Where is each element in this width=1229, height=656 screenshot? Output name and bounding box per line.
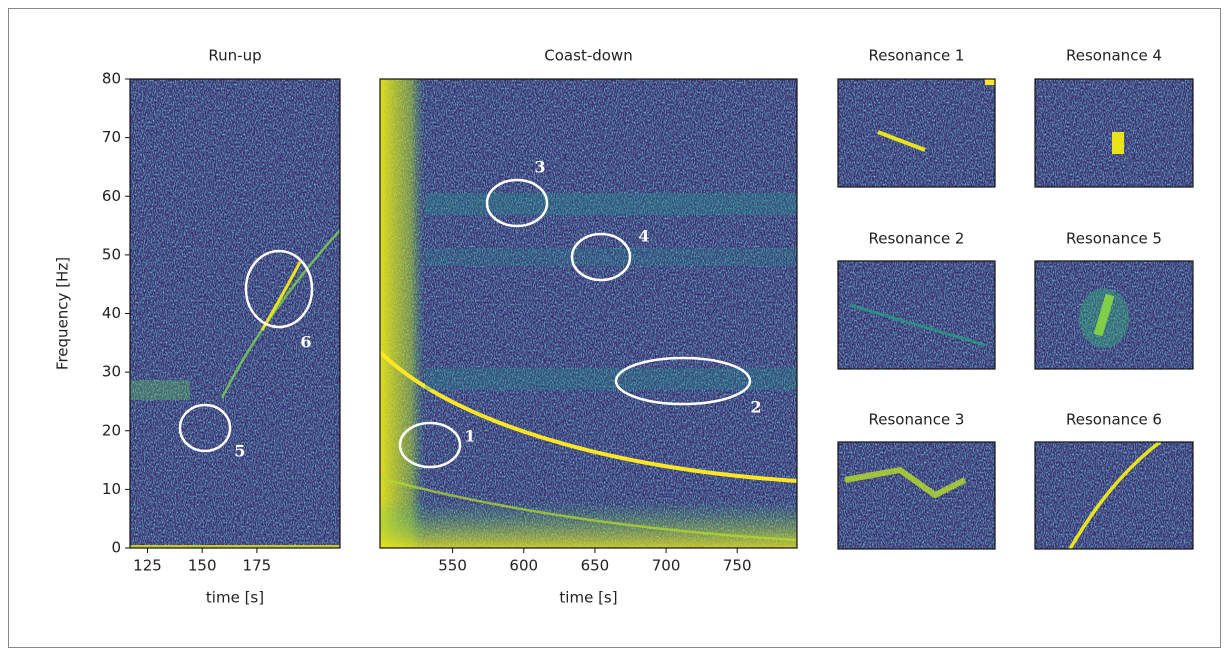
noise (838, 442, 995, 549)
x-tick-label: 750 (723, 557, 752, 575)
panel-title: Resonance 5 (1066, 230, 1162, 248)
annotation-ellipse (244, 249, 314, 329)
frame (1034, 78, 1194, 188)
spectrogram-image (838, 261, 995, 369)
feature (380, 476, 797, 542)
y-tick-label: 10 (102, 480, 121, 498)
noise (838, 79, 995, 187)
x-axis-label: time [s] (559, 589, 617, 607)
feature (130, 380, 190, 400)
panel: Resonance 1 (837, 47, 996, 188)
panel-title: Resonance 6 (1066, 411, 1162, 429)
x-tick-label: 650 (581, 557, 610, 575)
panel-title: Coast-down (544, 47, 632, 65)
y-tick-label: 50 (102, 245, 121, 263)
frame (379, 78, 798, 549)
panel: Run-up 125 150 175 0 10 20 30 40 50 60 70 80 time [s]… (54, 47, 341, 607)
noise (1035, 442, 1193, 549)
panel: Resonance 6 (1034, 411, 1194, 550)
x-tick-label: 700 (652, 557, 681, 575)
figure-border (8, 8, 1221, 648)
annotation-label: 5 (234, 442, 245, 461)
panel-title: Resonance 3 (869, 411, 965, 429)
panel: Resonance 5 (1034, 230, 1194, 370)
frame (837, 78, 996, 188)
feature (380, 500, 797, 548)
frame (837, 441, 996, 550)
panel: Resonance 3 (837, 411, 996, 550)
feature (425, 248, 797, 266)
feature (877, 130, 926, 152)
annotation-label: 3 (534, 158, 545, 177)
annotation-ellipse (614, 356, 752, 406)
panel-title: Resonance 1 (869, 47, 965, 65)
y-axis-label: Frequency [Hz] (54, 257, 72, 370)
frame (1034, 260, 1194, 370)
spectrogram-image (838, 442, 995, 549)
x-axis-label: time [s] (206, 589, 264, 607)
y-tick-label: 60 (102, 187, 121, 205)
x-tick-label: 550 (438, 557, 467, 575)
noise (838, 261, 995, 369)
frame (1034, 441, 1194, 550)
noise (130, 79, 340, 548)
panel: Resonance 4 (1034, 47, 1194, 188)
noise (1035, 261, 1193, 369)
feature (1068, 442, 1162, 549)
feature (380, 79, 425, 548)
spectrogram-image (1035, 79, 1193, 187)
y-tick-label: 70 (102, 128, 121, 146)
spectrogram-image (838, 79, 995, 187)
annotation-label: 4 (638, 227, 649, 246)
feature (130, 545, 340, 548)
y-tick-label: 30 (102, 363, 121, 381)
feature (1079, 288, 1129, 348)
feature (380, 350, 797, 483)
panel: Coast-down 550 600 650 700 750 time [s] 1 2 3 4 (379, 47, 798, 607)
annotation-label: 6 (300, 333, 311, 352)
annotation-ellipse (178, 403, 232, 453)
feature (425, 368, 797, 390)
annotation-label: 2 (750, 398, 761, 417)
feature (425, 193, 797, 215)
spectrogram-image (1035, 261, 1193, 369)
noise (380, 79, 797, 548)
panel-title: Resonance 2 (869, 230, 965, 248)
feature (985, 79, 995, 85)
annotation-ellipse (570, 232, 632, 282)
y-tick-label: 0 (111, 539, 121, 557)
frame (837, 260, 996, 370)
x-tick-label: 600 (509, 557, 538, 575)
spectrogram-image (130, 79, 340, 548)
x-tick-label: 125 (133, 557, 162, 575)
annotation-ellipse (398, 421, 462, 469)
panel: Resonance 2 (837, 230, 996, 370)
annotation-ellipse (485, 178, 549, 228)
spectrogram-image (1035, 442, 1193, 549)
y-tick-label: 80 (102, 70, 121, 88)
feature (1093, 293, 1115, 337)
feature (1112, 132, 1124, 154)
feature (844, 466, 967, 499)
feature (849, 303, 986, 347)
panel-title: Resonance 4 (1066, 47, 1162, 65)
spectrogram-image (380, 79, 797, 548)
y-tick-label: 40 (102, 304, 121, 322)
x-tick-label: 150 (188, 557, 217, 575)
y-tick-label: 20 (102, 421, 121, 439)
annotation-label: 1 (464, 427, 475, 446)
x-tick-label: 175 (243, 557, 272, 575)
panel-title: Run-up (208, 47, 261, 65)
